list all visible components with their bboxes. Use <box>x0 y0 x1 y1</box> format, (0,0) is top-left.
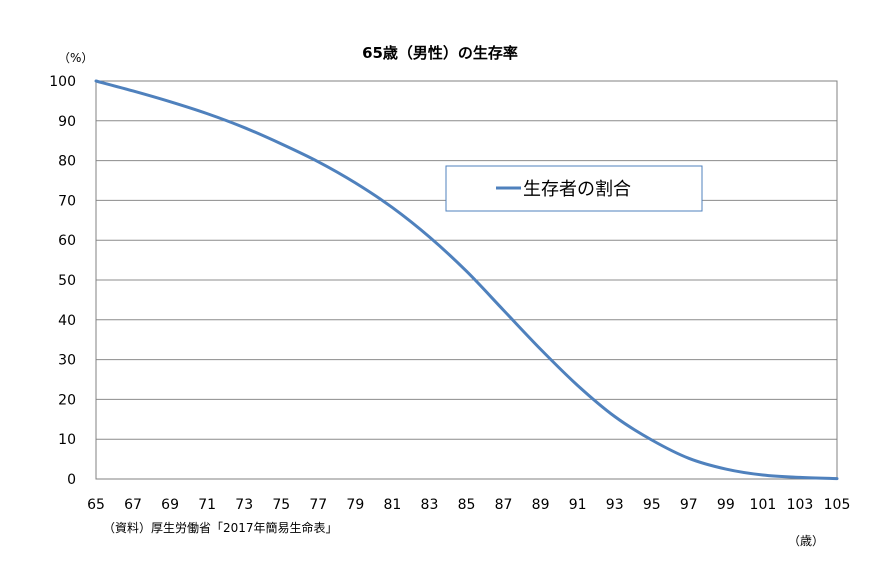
y-tick-label: 50 <box>58 273 76 289</box>
legend-box <box>445 165 703 212</box>
x-tick-label: 91 <box>569 497 587 513</box>
x-tick-label: 71 <box>198 497 216 513</box>
x-tick-label: 67 <box>124 497 142 513</box>
x-tick-label: 97 <box>680 497 698 513</box>
plot-area-border <box>95 80 838 480</box>
x-tick-label: 105 <box>824 497 851 513</box>
x-tick-label: 85 <box>458 497 476 513</box>
x-tick-label: 101 <box>750 497 777 513</box>
x-tick-label: 75 <box>272 497 290 513</box>
x-axis-ticks: 65 67 69 71 73 75 77 79 81 83 85 87 89 91 93 95 97 99 101 1… <box>87 497 850 513</box>
y-tick-label: 40 <box>58 313 76 329</box>
y-tick-label: 30 <box>58 353 76 369</box>
x-tick-label: 95 <box>643 497 661 513</box>
x-tick-label: 87 <box>495 497 513 513</box>
y-tick-label: 100 <box>49 74 76 90</box>
x-tick-label: 81 <box>383 497 401 513</box>
survival-series-line <box>94 79 839 481</box>
x-tick-label: 77 <box>309 497 327 513</box>
legend: 生存者の割合 <box>445 165 703 212</box>
y-tick-label: 60 <box>58 233 76 249</box>
x-tick-label: 99 <box>717 497 735 513</box>
x-tick-label: 83 <box>421 497 439 513</box>
y-tick-label: 80 <box>58 154 76 170</box>
x-tick-label: 65 <box>87 497 105 513</box>
y-tick-label: 20 <box>58 392 76 408</box>
x-tick-label: 79 <box>346 497 364 513</box>
y-tick-label: 90 <box>58 114 76 130</box>
y-tick-label: 10 <box>58 432 76 448</box>
y-tick-label: 70 <box>58 193 76 209</box>
x-tick-label: 69 <box>161 497 179 513</box>
source-note: （資料）厚生労働省「2017年簡易生命表」 <box>103 520 338 535</box>
y-tick-label: 0 <box>67 472 76 488</box>
x-axis-unit-label: （歳） <box>788 534 824 548</box>
gridlines <box>96 80 837 480</box>
x-tick-label: 73 <box>235 497 253 513</box>
x-tick-label: 89 <box>532 497 550 513</box>
x-tick-label: 93 <box>606 497 624 513</box>
chart-title: 65歳（男性）の生存率 <box>362 44 518 62</box>
y-axis-unit-label: （%） <box>58 51 93 65</box>
y-axis-ticks: 0 10 20 30 40 50 60 70 80 90 100 <box>49 74 76 488</box>
x-tick-label: 103 <box>787 497 814 513</box>
legend-label: 生存者の割合 <box>523 179 631 200</box>
